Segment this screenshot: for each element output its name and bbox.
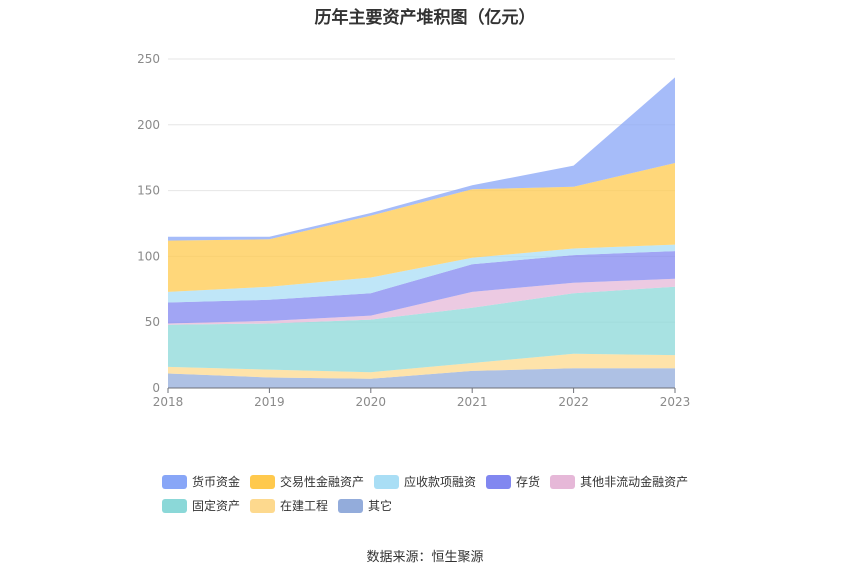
y-tick-label: 200	[137, 118, 160, 132]
legend-swatch	[338, 498, 364, 513]
y-tick-label: 0	[152, 381, 160, 395]
y-tick-label: 250	[137, 52, 160, 66]
stacked-area-chart: 0 50 100 150 200 250 2018 2019 2020 2021 2022 2023	[137, 52, 691, 409]
legend-row-1: 货币资金 交易性金融资产 应收款项融资 存货 其他非流动金融资产	[162, 473, 722, 490]
legend-row-2: 固定资产 在建工程 其它	[162, 497, 722, 514]
legend-label: 存货	[516, 475, 541, 489]
legend-item-trading-assets[interactable]: 交易性金融资产	[250, 473, 364, 490]
x-tick-label: 2020	[356, 395, 387, 409]
legend-swatch	[250, 498, 276, 513]
area-series	[168, 244, 675, 303]
x-tick-label: 2019	[254, 395, 285, 409]
x-tick-label: 2023	[660, 395, 691, 409]
legend-swatch	[162, 474, 187, 489]
area-series	[168, 251, 675, 324]
legend: 货币资金 交易性金融资产 应收款项融资 存货 其他非流动金融资产 固定资产 在建…	[162, 473, 722, 521]
y-tick-label: 150	[137, 184, 160, 198]
legend-item-fixed-assets[interactable]: 固定资产	[162, 497, 240, 514]
legend-item-construction[interactable]: 在建工程	[250, 497, 328, 514]
x-tick-label: 2022	[558, 395, 589, 409]
legend-label: 应收款项融资	[404, 475, 477, 489]
legend-item-receivables-financing[interactable]: 应收款项融资	[374, 473, 476, 490]
legend-label: 其它	[368, 499, 393, 513]
legend-item-cash[interactable]: 货币资金	[162, 473, 240, 490]
area-series	[168, 163, 675, 292]
legend-item-inventory[interactable]: 存货	[486, 473, 540, 490]
legend-swatch	[162, 498, 187, 513]
area-series	[168, 286, 675, 373]
legend-label: 在建工程	[280, 499, 329, 513]
area-series	[168, 353, 675, 379]
legend-swatch	[486, 474, 512, 489]
area-series	[168, 278, 675, 325]
x-tick-label: 2021	[457, 395, 488, 409]
data-source: 数据来源：恒生聚源	[366, 550, 484, 565]
y-tick-label: 100	[137, 249, 160, 263]
legend-swatch	[374, 474, 400, 489]
legend-label: 其他非流动金融资产	[580, 475, 689, 489]
x-tick-label: 2018	[153, 395, 184, 409]
legend-swatch	[550, 474, 576, 489]
area-series	[168, 368, 675, 388]
legend-swatch	[250, 474, 276, 489]
legend-item-other[interactable]: 其它	[338, 497, 392, 514]
legend-label: 交易性金融资产	[280, 475, 365, 489]
legend-label: 货币资金	[192, 475, 241, 489]
legend-label: 固定资产	[192, 499, 241, 513]
legend-item-other-noncurrent-financial[interactable]: 其他非流动金融资产	[550, 473, 688, 490]
y-tick-label: 50	[145, 315, 160, 329]
chart-title: 历年主要资产堆积图（亿元）	[314, 8, 536, 28]
